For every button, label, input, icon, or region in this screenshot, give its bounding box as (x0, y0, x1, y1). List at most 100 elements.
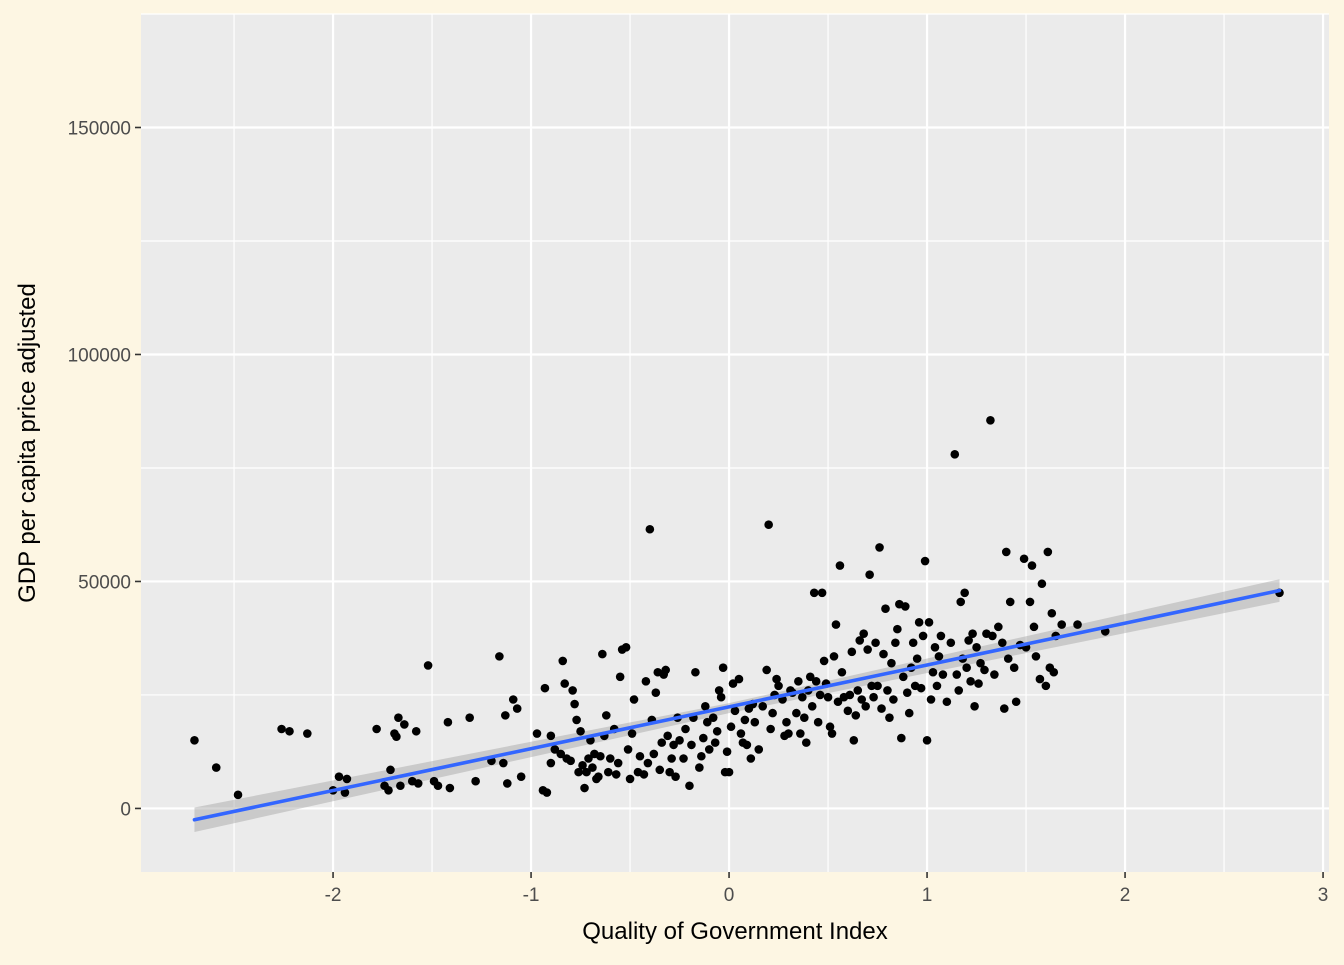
data-point (730, 706, 740, 716)
x-tick-label: 0 (724, 885, 735, 906)
data-point (734, 674, 744, 684)
y-axis-title: GDP per capita price adjusted (14, 283, 41, 603)
data-point (998, 638, 1007, 648)
data-point (580, 783, 589, 793)
y-tick-label: 50000 (78, 572, 131, 593)
x-tick-label: 2 (1120, 885, 1131, 906)
data-point (932, 681, 942, 691)
data-point (372, 724, 381, 734)
data-point (960, 588, 969, 598)
data-point (956, 597, 966, 607)
data-point (396, 781, 405, 791)
data-point (764, 520, 773, 530)
data-point (970, 702, 979, 711)
data-point (823, 692, 833, 702)
data-point (655, 765, 665, 775)
data-point (774, 681, 783, 691)
data-point (718, 663, 728, 673)
data-point (710, 738, 720, 747)
data-point (837, 667, 847, 677)
data-point (190, 736, 199, 745)
data-point (871, 638, 880, 648)
data-point (847, 647, 857, 657)
data-point (384, 785, 393, 795)
minor-gridlines (141, 13, 1329, 872)
data-point (1027, 561, 1037, 570)
data-point (897, 733, 906, 743)
data-point (588, 763, 597, 772)
data-point (831, 620, 841, 629)
data-point (445, 783, 455, 793)
data-point (916, 683, 926, 693)
data-point (540, 683, 550, 693)
data-point (716, 692, 726, 702)
data-point (576, 726, 585, 736)
data-point (962, 663, 971, 673)
data-point (746, 754, 756, 763)
data-point (825, 722, 835, 732)
data-point (574, 767, 583, 777)
data-point (798, 692, 807, 702)
data-point (766, 724, 775, 734)
data-point (990, 670, 999, 679)
data-point (980, 665, 989, 675)
data-point (669, 740, 678, 750)
data-point (635, 751, 645, 761)
data-point (974, 679, 983, 688)
data-point (499, 758, 508, 768)
data-point (712, 726, 722, 736)
data-point (598, 649, 607, 659)
data-point (809, 588, 819, 598)
data-point (542, 788, 552, 797)
data-point (762, 665, 771, 675)
data-point (1001, 547, 1011, 557)
data-point (851, 711, 861, 720)
data-point (603, 767, 613, 777)
data-point (699, 733, 708, 743)
data-point (877, 704, 886, 713)
data-point (691, 667, 700, 677)
y-tick-label: 0 (120, 799, 131, 820)
data-point (627, 729, 637, 738)
data-point (867, 681, 876, 691)
data-point (639, 770, 649, 779)
data-point (875, 543, 884, 552)
data-point (605, 754, 615, 763)
data-point (855, 636, 865, 645)
data-point (708, 713, 718, 722)
x-tick-label: -2 (325, 885, 342, 906)
data-point (928, 667, 938, 677)
data-point (532, 729, 542, 738)
data-point (714, 686, 724, 695)
data-point (758, 702, 768, 711)
data-point (914, 618, 924, 627)
data-point (611, 770, 621, 779)
data-point (516, 772, 526, 781)
data-point (665, 767, 674, 777)
data-point (701, 702, 710, 711)
data-point (572, 715, 581, 725)
data-point (303, 729, 312, 738)
data-point (651, 688, 661, 697)
data-point (950, 450, 960, 459)
x-axis-title: Quality of Government Index (582, 918, 887, 945)
data-point (885, 713, 894, 722)
data-point (768, 708, 777, 718)
data-point (1011, 697, 1021, 707)
data-point (1031, 652, 1041, 661)
data-point (471, 776, 480, 786)
data-point (285, 726, 294, 736)
data-point (342, 774, 352, 784)
data-point (817, 588, 827, 598)
data-point (794, 677, 803, 686)
data-point (671, 772, 680, 781)
data-point (908, 638, 918, 648)
data-point (501, 711, 510, 720)
data-point (873, 681, 882, 691)
data-point (819, 656, 829, 666)
data-point (988, 631, 997, 641)
data-point (340, 788, 350, 797)
data-point (512, 704, 522, 713)
data-point (887, 658, 896, 668)
data-point (413, 779, 423, 788)
